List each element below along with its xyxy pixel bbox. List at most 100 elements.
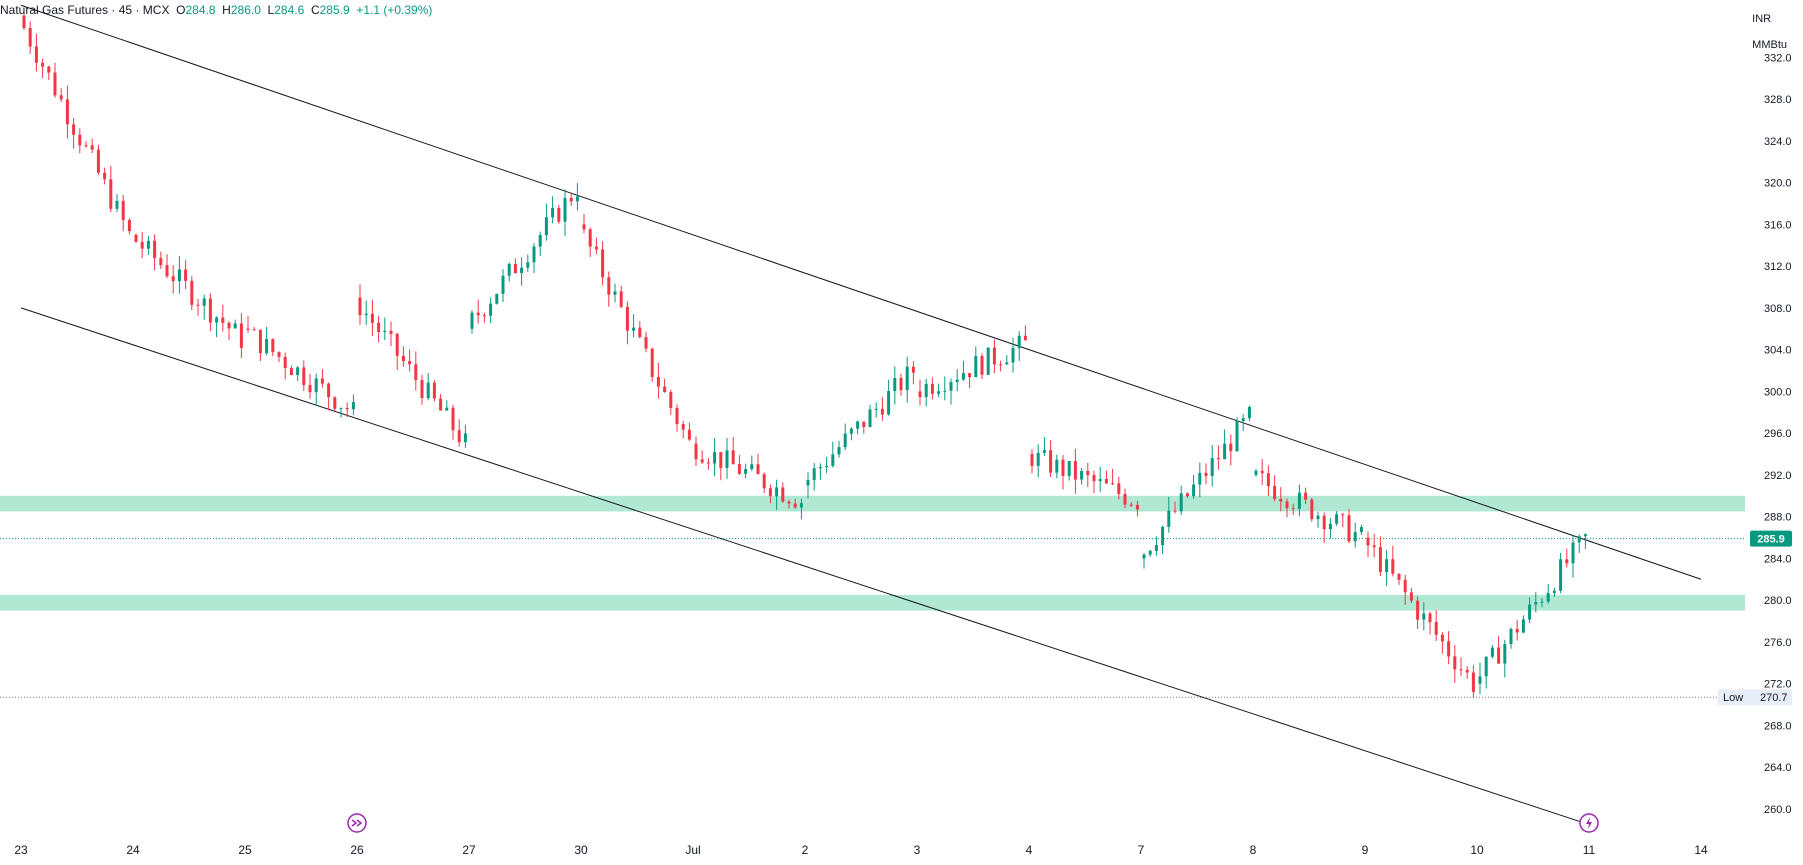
candle-body bbox=[818, 467, 822, 469]
candle-body bbox=[1503, 644, 1507, 664]
candle-body bbox=[364, 313, 368, 316]
candle-body bbox=[1098, 479, 1102, 482]
candle-body bbox=[1521, 619, 1525, 633]
candle-body bbox=[974, 356, 978, 378]
trendline[interactable] bbox=[20, 4, 1702, 580]
candle-body bbox=[887, 391, 891, 415]
candle-body bbox=[999, 364, 1003, 366]
candle-body bbox=[812, 468, 816, 480]
x-tick-label: 2 bbox=[802, 843, 809, 857]
lightning-icon[interactable] bbox=[1579, 813, 1599, 833]
candle-body bbox=[563, 197, 567, 222]
candle-body bbox=[1117, 483, 1121, 494]
candle-body bbox=[825, 465, 829, 468]
time-axis[interactable]: 23 24 25 26 27 30 Jul 2 3 4 7 8 9 10 11 14 bbox=[14, 843, 1708, 857]
candle-body bbox=[520, 267, 524, 274]
candle-body bbox=[1471, 672, 1475, 692]
candle-body bbox=[638, 327, 642, 338]
candle-body bbox=[1459, 669, 1463, 671]
candle-body bbox=[1297, 492, 1301, 509]
high-value: 286.0 bbox=[230, 3, 261, 17]
candle-body bbox=[1204, 472, 1208, 476]
candle-body bbox=[582, 224, 586, 230]
candle-body bbox=[314, 378, 318, 393]
candle-body bbox=[669, 392, 673, 408]
candle-body bbox=[457, 430, 461, 443]
symbol-legend[interactable]: Natural Gas Futures · 45 · MCX O284.8 H2… bbox=[0, 3, 433, 17]
candle-body bbox=[1322, 515, 1326, 530]
candle-body bbox=[1173, 510, 1177, 512]
candle-body bbox=[1017, 335, 1021, 349]
candle-body bbox=[713, 452, 717, 464]
candle-body bbox=[308, 384, 312, 393]
candle-body bbox=[227, 322, 231, 329]
x-tick-label: 14 bbox=[1694, 843, 1708, 857]
candle-body bbox=[793, 503, 797, 508]
candle-body bbox=[1080, 470, 1084, 480]
candle-body bbox=[625, 306, 629, 331]
y-tick-label: 332.0 bbox=[1764, 52, 1792, 64]
candle-body bbox=[513, 263, 517, 274]
candle-body bbox=[90, 145, 94, 150]
candle-body bbox=[1036, 452, 1040, 466]
candle-body bbox=[1042, 450, 1046, 453]
candle-body bbox=[1353, 532, 1357, 542]
candle-body bbox=[1434, 622, 1438, 635]
candle-body bbox=[1484, 656, 1488, 677]
candle-body bbox=[215, 317, 219, 323]
candle-body bbox=[681, 424, 685, 430]
trendlines[interactable] bbox=[20, 4, 1702, 826]
candle-body bbox=[1497, 647, 1501, 664]
candle-body bbox=[1385, 559, 1389, 572]
event-markers[interactable] bbox=[347, 813, 1599, 833]
candle-body bbox=[1366, 537, 1370, 546]
candle-body bbox=[675, 407, 679, 425]
lightning-glyph bbox=[1586, 817, 1592, 829]
candle-body bbox=[1135, 504, 1139, 510]
trendline[interactable] bbox=[20, 307, 1590, 826]
candle-body bbox=[719, 452, 723, 468]
candle-body bbox=[1577, 536, 1581, 543]
x-tick-label: 3 bbox=[914, 843, 921, 857]
close-label: C bbox=[310, 3, 320, 17]
candle-body bbox=[1515, 628, 1519, 633]
x-tick-label: 23 bbox=[14, 843, 28, 857]
candle-body bbox=[1266, 473, 1270, 487]
y-tick-label: 300.0 bbox=[1764, 386, 1792, 398]
candle-body bbox=[924, 383, 928, 398]
candle-body bbox=[1023, 335, 1027, 341]
change-value: +1.1 (+0.39%) bbox=[356, 3, 433, 17]
candle-body bbox=[744, 469, 748, 474]
candle-body bbox=[1453, 656, 1457, 670]
candle-body bbox=[918, 391, 922, 398]
candle-body bbox=[656, 376, 660, 387]
y-tick-label: 316.0 bbox=[1764, 219, 1792, 231]
candle-body bbox=[501, 275, 505, 294]
price-axis[interactable]: 260.0 264.0 268.0 272.0 276.0 280.0 284.0 288.0… bbox=[1718, 52, 1792, 816]
candle-body bbox=[445, 407, 449, 411]
zone-band bbox=[0, 495, 1745, 512]
candle-body bbox=[283, 356, 287, 369]
x-tick-label: Jul bbox=[685, 843, 700, 857]
candle-body bbox=[470, 312, 474, 329]
candle-body bbox=[737, 464, 741, 474]
candle-body bbox=[1285, 501, 1289, 509]
candle-body bbox=[831, 454, 835, 466]
fast-forward-icon[interactable] bbox=[347, 813, 367, 833]
candle-body bbox=[1123, 493, 1127, 505]
y-tick-label: 276.0 bbox=[1764, 637, 1792, 649]
candle-body bbox=[159, 258, 163, 266]
candle-body bbox=[383, 330, 387, 333]
low-value-label: 270.7 bbox=[1760, 692, 1788, 704]
candle-body bbox=[756, 464, 760, 475]
candle-body bbox=[414, 364, 418, 381]
currency-unit[interactable]: INR MMBtu bbox=[1752, 6, 1787, 58]
candle-body bbox=[930, 383, 934, 394]
open-value: 284.8 bbox=[185, 3, 216, 17]
low-label: L bbox=[267, 3, 275, 17]
candle-body bbox=[905, 366, 909, 391]
fast-forward-glyph bbox=[351, 819, 363, 827]
candle-body bbox=[1210, 458, 1214, 476]
